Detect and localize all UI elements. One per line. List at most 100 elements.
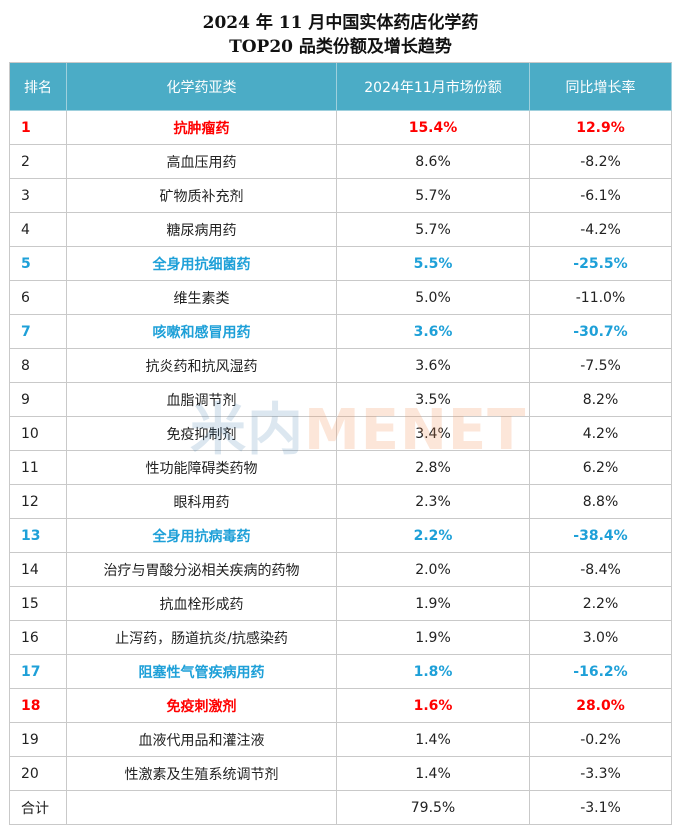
top20-table: 排名 化学药亚类 2024年11月市场份额 同比增长率 1 抗肿瘤药 15.4% 12… [9, 62, 672, 825]
category-cell: 阻塞性气管疾病用药 [67, 655, 337, 689]
share-cell: 3.4% [337, 417, 530, 451]
category-cell: 免疫刺激剂 [67, 689, 337, 723]
header-rank: 排名 [10, 63, 67, 111]
table-row: 13 全身用抗病毒药 2.2% -38.4% [10, 519, 672, 553]
table-row: 14 治疗与胃酸分泌相关疾病的药物 2.0% -8.4% [10, 553, 672, 587]
table-row: 12 眼科用药 2.3% 8.8% [10, 485, 672, 519]
share-cell: 5.5% [337, 247, 530, 281]
growth-cell: 4.2% [530, 417, 672, 451]
total-share: 79.5% [337, 791, 530, 825]
growth-cell: -8.4% [530, 553, 672, 587]
category-cell: 止泻药，肠道抗炎/抗感染药 [67, 621, 337, 655]
category-cell: 矿物质补充剂 [67, 179, 337, 213]
table-row: 10 免疫抑制剂 3.4% 4.2% [10, 417, 672, 451]
table-row: 6 维生素类 5.0% -11.0% [10, 281, 672, 315]
rank-cell: 17 [10, 655, 67, 689]
category-cell: 眼科用药 [67, 485, 337, 519]
table-body: 1 抗肿瘤药 15.4% 12.9% 2 高血压用药 8.6% -8.2% 3 矿物质补充剂 5.7… [10, 111, 672, 791]
growth-cell: 2.2% [530, 587, 672, 621]
category-cell: 性激素及生殖系统调节剂 [67, 757, 337, 791]
growth-cell: -25.5% [530, 247, 672, 281]
share-cell: 2.8% [337, 451, 530, 485]
table-row: 1 抗肿瘤药 15.4% 12.9% [10, 111, 672, 145]
share-cell: 3.6% [337, 349, 530, 383]
share-cell: 1.9% [337, 621, 530, 655]
header-category: 化学药亚类 [67, 63, 337, 111]
table-row: 20 性激素及生殖系统调节剂 1.4% -3.3% [10, 757, 672, 791]
rank-cell: 2 [10, 145, 67, 179]
category-cell: 全身用抗病毒药 [67, 519, 337, 553]
table-row: 7 咳嗽和感冒用药 3.6% -30.7% [10, 315, 672, 349]
share-cell: 8.6% [337, 145, 530, 179]
growth-cell: 6.2% [530, 451, 672, 485]
growth-cell: -16.2% [530, 655, 672, 689]
growth-cell: -3.3% [530, 757, 672, 791]
share-cell: 2.0% [337, 553, 530, 587]
header-share: 2024年11月市场份额 [337, 63, 530, 111]
share-cell: 3.6% [337, 315, 530, 349]
share-cell: 15.4% [337, 111, 530, 145]
rank-cell: 16 [10, 621, 67, 655]
category-cell: 血脂调节剂 [67, 383, 337, 417]
category-cell: 治疗与胃酸分泌相关疾病的药物 [67, 553, 337, 587]
rank-cell: 6 [10, 281, 67, 315]
rank-cell: 13 [10, 519, 67, 553]
growth-cell: 8.2% [530, 383, 672, 417]
rank-cell: 18 [10, 689, 67, 723]
share-cell: 5.0% [337, 281, 530, 315]
rank-cell: 19 [10, 723, 67, 757]
table-row: 19 血液代用品和灌注液 1.4% -0.2% [10, 723, 672, 757]
total-row: 合计 79.5% -3.1% [10, 791, 672, 825]
table-row: 8 抗炎药和抗风湿药 3.6% -7.5% [10, 349, 672, 383]
rank-cell: 10 [10, 417, 67, 451]
growth-cell: 12.9% [530, 111, 672, 145]
category-cell: 维生素类 [67, 281, 337, 315]
category-cell: 全身用抗细菌药 [67, 247, 337, 281]
rank-cell: 14 [10, 553, 67, 587]
rank-cell: 20 [10, 757, 67, 791]
table-row: 2 高血压用药 8.6% -8.2% [10, 145, 672, 179]
total-label: 合计 [10, 791, 67, 825]
table-row: 4 糖尿病用药 5.7% -4.2% [10, 213, 672, 247]
growth-cell: -7.5% [530, 349, 672, 383]
rank-cell: 5 [10, 247, 67, 281]
category-cell: 抗血栓形成药 [67, 587, 337, 621]
category-cell: 血液代用品和灌注液 [67, 723, 337, 757]
category-cell: 咳嗽和感冒用药 [67, 315, 337, 349]
share-cell: 1.6% [337, 689, 530, 723]
share-cell: 2.3% [337, 485, 530, 519]
table-row: 18 免疫刺激剂 1.6% 28.0% [10, 689, 672, 723]
growth-cell: -38.4% [530, 519, 672, 553]
growth-cell: -30.7% [530, 315, 672, 349]
share-cell: 1.9% [337, 587, 530, 621]
rank-cell: 9 [10, 383, 67, 417]
rank-cell: 7 [10, 315, 67, 349]
share-cell: 1.8% [337, 655, 530, 689]
rank-cell: 8 [10, 349, 67, 383]
share-cell: 1.4% [337, 723, 530, 757]
table-row: 11 性功能障碍类药物 2.8% 6.2% [10, 451, 672, 485]
total-growth: -3.1% [530, 791, 672, 825]
total-category [67, 791, 337, 825]
table-row: 3 矿物质补充剂 5.7% -6.1% [10, 179, 672, 213]
rank-cell: 12 [10, 485, 67, 519]
rank-cell: 1 [10, 111, 67, 145]
growth-cell: -8.2% [530, 145, 672, 179]
table-header: 排名 化学药亚类 2024年11月市场份额 同比增长率 [10, 63, 672, 111]
rank-cell: 3 [10, 179, 67, 213]
chart-title-line2: TOP20 品类份额及增长趋势 [229, 37, 452, 57]
share-cell: 1.4% [337, 757, 530, 791]
table-row: 16 止泻药，肠道抗炎/抗感染药 1.9% 3.0% [10, 621, 672, 655]
table-row: 5 全身用抗细菌药 5.5% -25.5% [10, 247, 672, 281]
table-row: 9 血脂调节剂 3.5% 8.2% [10, 383, 672, 417]
growth-cell: -4.2% [530, 213, 672, 247]
share-cell: 3.5% [337, 383, 530, 417]
category-cell: 免疫抑制剂 [67, 417, 337, 451]
category-cell: 抗炎药和抗风湿药 [67, 349, 337, 383]
rank-cell: 4 [10, 213, 67, 247]
growth-cell: 3.0% [530, 621, 672, 655]
share-cell: 2.2% [337, 519, 530, 553]
rank-cell: 11 [10, 451, 67, 485]
chart-title-line1: 2024 年 11 月中国实体药店化学药 [202, 13, 479, 33]
rank-cell: 15 [10, 587, 67, 621]
